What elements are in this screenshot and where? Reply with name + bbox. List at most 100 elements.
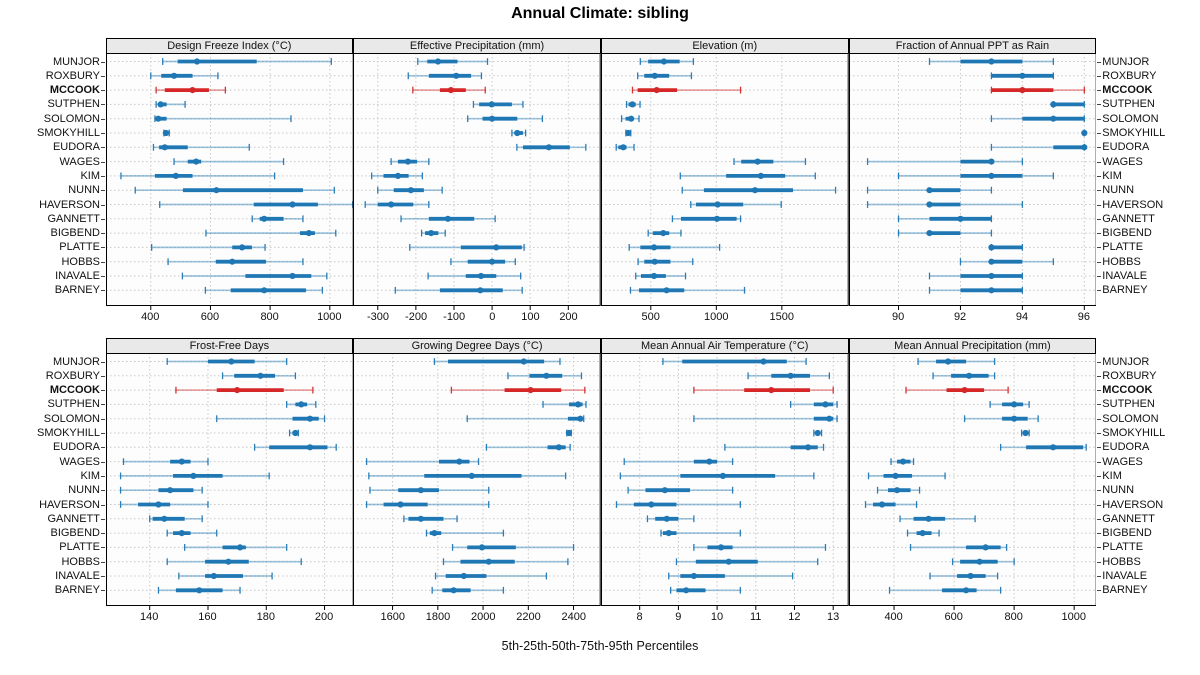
- x-axis-tick-label: 500: [641, 311, 660, 323]
- percentile-interval: [119, 486, 203, 494]
- median-dot: [944, 358, 951, 365]
- percentile-interval: [990, 86, 1085, 94]
- percentile-interval: [629, 286, 746, 294]
- median-dot: [1080, 129, 1087, 137]
- percentile-interval: [646, 515, 695, 523]
- x-axis-tick-label: 140: [140, 611, 159, 623]
- median-dot: [450, 587, 457, 594]
- station-label-right: SOLOMON: [1102, 412, 1159, 425]
- percentile-interval: [864, 501, 917, 508]
- median-dot: [956, 215, 964, 222]
- median-dot: [288, 201, 296, 208]
- percentile-interval: [990, 72, 1054, 80]
- y-axis-tick-left: [101, 290, 105, 292]
- percentile-interval: [394, 286, 524, 294]
- percentile-interval: [813, 429, 823, 437]
- panel-title: Frost-Free Days: [105, 337, 354, 354]
- station-label-left: MUNJOR: [52, 355, 100, 368]
- panel-border: [105, 353, 354, 606]
- y-axis-tick-right: [1096, 276, 1101, 277]
- panel-plot: [353, 353, 601, 610]
- y-axis-tick-left: [101, 361, 105, 363]
- median-dot: [291, 429, 299, 437]
- station-label-left: WAGES: [59, 155, 100, 168]
- median-dot: [690, 572, 697, 580]
- median-dot: [170, 72, 177, 79]
- station-label-left: GANNETT: [47, 512, 100, 525]
- panel-plot: [600, 53, 849, 310]
- y-axis-tick-right: [1096, 504, 1101, 506]
- percentile-interval: [166, 258, 304, 266]
- median-dot: [822, 401, 829, 408]
- station-label-left: HOBBS: [61, 555, 100, 568]
- y-axis-tick-left: [101, 261, 105, 263]
- percentile-interval: [426, 529, 505, 537]
- panel-title: Fraction of Annual PPT as Rain: [848, 37, 1097, 54]
- median-dot: [1010, 415, 1017, 422]
- median-dot: [178, 529, 185, 537]
- panel-plot: [848, 353, 1097, 610]
- station-label-left: SMOKYHILL: [37, 427, 100, 439]
- y-axis-tick-left: [101, 547, 105, 549]
- percentile-interval: [679, 172, 816, 180]
- percentile-interval: [929, 572, 998, 580]
- percentile-interval: [162, 129, 170, 137]
- station-label-right: KIM: [1102, 169, 1122, 182]
- median-dot: [1010, 401, 1017, 408]
- percentile-interval: [485, 443, 571, 451]
- y-axis-tick-right: [1096, 404, 1101, 406]
- station-label-left: MUNJOR: [52, 55, 100, 68]
- x-axis-tick-label: 90: [892, 311, 905, 323]
- median-dot: [408, 187, 415, 194]
- median-dot: [397, 501, 404, 508]
- median-dot: [1049, 101, 1057, 108]
- percentile-interval: [204, 286, 323, 294]
- median-dot: [987, 58, 995, 65]
- y-axis-tick-right: [1096, 204, 1101, 206]
- percentile-interval: [507, 372, 583, 380]
- median-dot: [468, 472, 476, 480]
- median-dot: [987, 244, 995, 251]
- percentile-interval: [619, 472, 815, 480]
- y-axis-tick-left: [101, 90, 105, 92]
- median-dot: [227, 358, 234, 365]
- y-axis-tick-left: [101, 390, 105, 392]
- percentile-interval: [963, 415, 1039, 423]
- percentile-interval: [620, 115, 640, 123]
- percentile-interval: [932, 372, 995, 380]
- percentile-interval: [407, 72, 483, 80]
- station-label-right: BARNEY: [1102, 584, 1148, 597]
- x-axis-tick-label: 400: [141, 311, 160, 323]
- percentile-interval: [904, 386, 1009, 394]
- median-dot: [192, 158, 199, 165]
- station-label-left: SUTPHEN: [47, 398, 100, 411]
- median-dot: [725, 558, 732, 565]
- x-axis-tick-label: 180: [256, 611, 275, 623]
- station-label-right: HAVERSON: [1102, 498, 1164, 511]
- station-label-right: PLATTE: [1102, 241, 1144, 254]
- median-dot: [514, 129, 521, 137]
- median-dot: [178, 458, 185, 465]
- median-dot: [166, 487, 173, 494]
- x-axis-tick-label: 160: [198, 611, 217, 623]
- panel-title: Growing Degree Days (°C): [353, 337, 601, 354]
- percentile-interval: [631, 86, 742, 94]
- percentile-interval: [888, 586, 1001, 594]
- station-label-right: HOBBS: [1102, 555, 1141, 568]
- percentile-interval: [789, 401, 838, 408]
- percentile-interval: [472, 101, 524, 108]
- percentile-interval: [433, 358, 561, 365]
- y-axis-tick-left: [101, 247, 105, 249]
- median-dot: [195, 587, 202, 594]
- median-dot: [297, 401, 304, 408]
- percentile-interval: [285, 401, 316, 408]
- station-label-right: INAVALE: [1102, 570, 1148, 582]
- percentile-interval: [366, 458, 480, 466]
- station-label-left: EUDORA: [52, 441, 100, 454]
- median-dot: [193, 58, 200, 65]
- panel-title: Mean Annual Precipitation (mm): [848, 337, 1097, 354]
- station-label-left: INAVALE: [55, 270, 100, 282]
- station-label-right: ROXBURY: [1102, 369, 1157, 382]
- median-dot: [417, 487, 425, 494]
